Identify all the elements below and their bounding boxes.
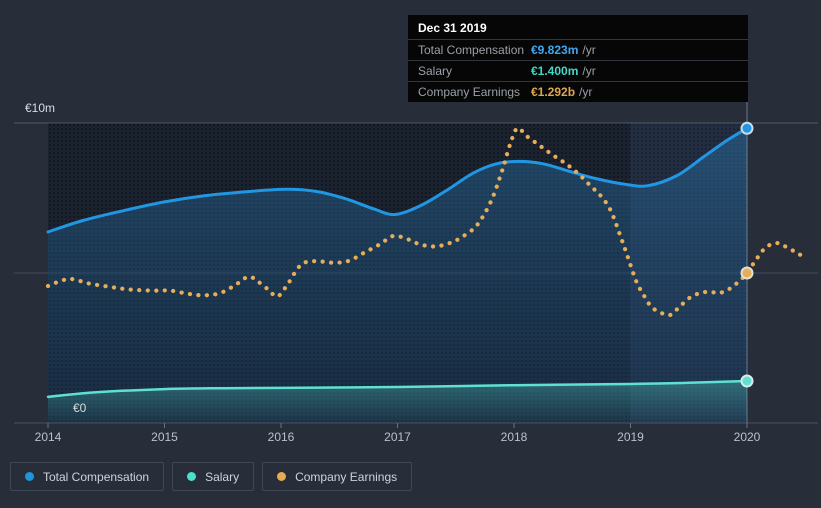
tooltip-value-suffix: /yr bbox=[582, 64, 596, 78]
tooltip-label: Total Compensation bbox=[418, 43, 525, 57]
x-tick-2015: 2015 bbox=[151, 430, 178, 444]
x-tick-2019: 2019 bbox=[617, 430, 644, 444]
legend-color-dot-icon bbox=[187, 472, 197, 481]
salary-line bbox=[46, 379, 749, 399]
x-tick-2014: 2014 bbox=[34, 430, 62, 444]
total-compensation-area bbox=[48, 128, 747, 424]
total-compensation-line bbox=[46, 126, 749, 234]
marker-company-earnings bbox=[740, 266, 754, 280]
legend-item-total-compensation[interactable]: Total Compensation bbox=[10, 462, 165, 491]
y-axis-label-zero: €0 bbox=[73, 401, 87, 415]
tooltip-value: €9.823m bbox=[531, 43, 579, 57]
salary-area bbox=[48, 381, 747, 423]
tooltip-value: €1.292b bbox=[531, 85, 576, 99]
legend-label: Total Compensation bbox=[43, 469, 150, 484]
legend-color-dot-icon bbox=[277, 472, 287, 481]
tooltip-label: Company Earnings bbox=[418, 85, 521, 99]
legend-label: Salary bbox=[205, 469, 240, 484]
x-tick-2018: 2018 bbox=[500, 430, 528, 444]
legend-label: Company Earnings bbox=[295, 469, 398, 484]
tooltip-date: Dec 31 2019 bbox=[418, 21, 487, 35]
company-earnings-dotted-line bbox=[45, 125, 807, 318]
chart-legend: Total Compensation Salary Company Earnin… bbox=[10, 462, 413, 491]
tooltip-label: Salary bbox=[418, 64, 453, 78]
marker-total-compensation bbox=[740, 121, 754, 135]
x-tick-2020: 2020 bbox=[733, 430, 761, 444]
tooltip-value-suffix: /yr bbox=[582, 43, 596, 57]
legend-item-company-earnings[interactable]: Company Earnings bbox=[262, 462, 413, 491]
legend-color-dot-icon bbox=[25, 472, 34, 481]
tooltip-row-salary: Salary €1.400m /yr bbox=[408, 60, 748, 81]
chart-tooltip: Dec 31 2019 Total Compensation €9.823m /… bbox=[408, 15, 748, 102]
tooltip-value-suffix: /yr bbox=[579, 85, 593, 99]
legend-item-salary[interactable]: Salary bbox=[172, 462, 255, 491]
marker-salary bbox=[740, 374, 754, 388]
tooltip-row-company-earnings: Company Earnings €1.292b /yr bbox=[408, 81, 748, 102]
y-axis-label-top: €10m bbox=[25, 101, 56, 115]
tooltip-row-total-compensation: Total Compensation €9.823m /yr bbox=[408, 39, 748, 60]
x-tick-2017: 2017 bbox=[384, 430, 411, 444]
tooltip-value: €1.400m bbox=[531, 64, 579, 78]
x-tick-2016: 2016 bbox=[267, 430, 295, 444]
